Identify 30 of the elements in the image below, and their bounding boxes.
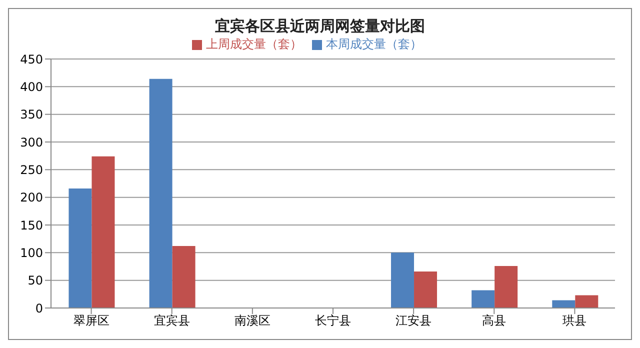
x-tick-label: 宜宾县 (154, 314, 190, 328)
bar (414, 271, 438, 308)
legend-label: 本周成交量（套） (326, 37, 422, 51)
y-tick-label: 100 (20, 246, 43, 260)
bar (472, 290, 495, 308)
legend-label: 上周成交量（套） (206, 37, 302, 51)
x-tick-label: 南溪区 (234, 314, 270, 328)
y-tick-label: 350 (20, 108, 43, 122)
x-tick-label: 江安县 (396, 314, 432, 328)
x-tick-label: 高县 (482, 314, 506, 328)
bar (575, 295, 598, 308)
bar (68, 188, 92, 308)
y-tick-label: 0 (35, 301, 43, 316)
bar (149, 78, 172, 308)
y-tick-label: 150 (20, 218, 43, 232)
bar (172, 246, 196, 308)
bar (391, 252, 414, 308)
y-tick-label: 250 (20, 162, 43, 177)
x-tick-label: 珙县 (562, 314, 587, 328)
bar (494, 266, 518, 308)
x-tick-label: 翠屏区 (73, 314, 110, 328)
bar (552, 300, 576, 308)
y-tick-label: 200 (20, 190, 43, 205)
y-tick-label: 450 (20, 52, 43, 66)
chart-title: 宜宾各区县近两周网签量对比图 (214, 17, 426, 36)
y-tick-label: 50 (28, 274, 43, 288)
y-tick-label: 400 (20, 80, 43, 94)
x-tick-label: 长宁县 (315, 314, 351, 328)
y-tick-label: 300 (20, 135, 43, 150)
bar (92, 156, 115, 308)
